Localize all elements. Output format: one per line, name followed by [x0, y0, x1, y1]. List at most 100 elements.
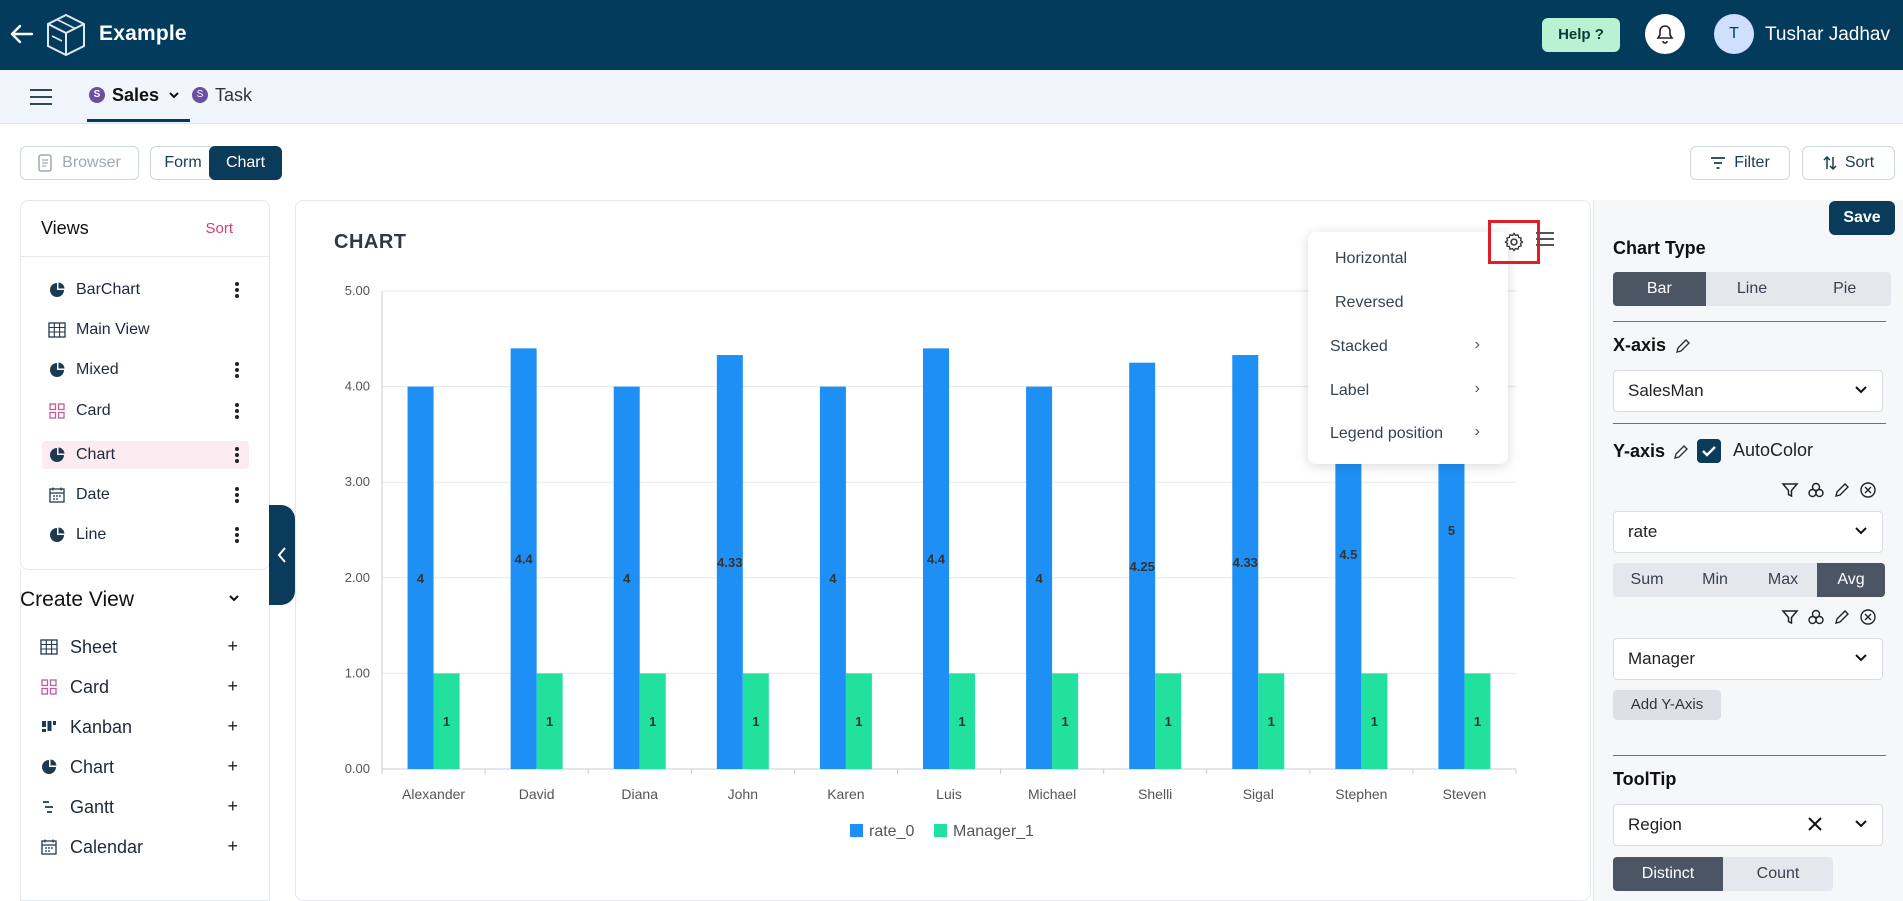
view-item-line[interactable]: Line [42, 521, 249, 549]
browser-button[interactable]: Browser [20, 146, 139, 180]
chart-type-selector: Bar Line Pie [1613, 272, 1891, 306]
chart-menu-icon[interactable] [1536, 232, 1554, 248]
bar-Manager_1-david [536, 673, 563, 769]
pencil-icon[interactable] [1833, 481, 1851, 499]
autocolor-checkbox[interactable] [1697, 439, 1721, 463]
create-kanban-view[interactable]: Kanban + [40, 714, 250, 740]
bar-data-label: 4.33 [1233, 555, 1258, 570]
chart-type-bar[interactable]: Bar [1613, 272, 1706, 306]
menu-item-label[interactable]: Label [1330, 382, 1370, 399]
y-axis-field-select-2[interactable]: Manager [1613, 638, 1883, 680]
avatar[interactable]: T [1714, 14, 1754, 54]
agg-max[interactable]: Max [1767, 571, 1799, 588]
agg-min[interactable]: Min [1702, 571, 1728, 588]
notification-bell-icon[interactable] [1645, 14, 1685, 54]
remove-circle-icon[interactable] [1859, 481, 1877, 499]
pencil-icon[interactable] [1674, 337, 1692, 355]
agg-avg[interactable]: Avg [1817, 563, 1885, 597]
create-card-view[interactable]: Card + [40, 674, 250, 700]
filter-funnel-icon[interactable] [1781, 608, 1799, 626]
view-item-main-view[interactable]: Main View [42, 316, 249, 344]
color-palette-icon[interactable] [1807, 608, 1825, 626]
view-item-date[interactable]: Date [42, 481, 249, 509]
legend-swatch [934, 824, 947, 837]
chart-type-pie[interactable]: Pie [1833, 280, 1857, 297]
menu-item-reversed[interactable]: Reversed [1335, 294, 1404, 311]
divider [1613, 755, 1886, 756]
tab-badge: S [192, 87, 208, 103]
views-sort-link[interactable]: Sort [205, 220, 233, 237]
remove-circle-icon[interactable] [1859, 608, 1877, 626]
tooltip-distinct[interactable]: Distinct [1613, 857, 1723, 891]
bar-data-label: 1 [1371, 714, 1378, 729]
legend-label: Manager_1 [953, 823, 1034, 840]
chart-view-button[interactable]: Chart [209, 146, 282, 180]
create-gantt-view[interactable]: Gantt + [40, 794, 250, 820]
plus-icon[interactable]: + [227, 636, 238, 656]
view-item-barchart[interactable]: BarChart [42, 276, 249, 304]
create-calendar-view[interactable]: Calendar + [40, 834, 250, 860]
y-tick-label: 5.00 [345, 283, 370, 298]
create-sheet-view[interactable]: Sheet + [40, 634, 250, 660]
form-button[interactable]: Form [150, 146, 216, 180]
x-tick-label: Stephen [1335, 786, 1387, 802]
chevron-down-icon[interactable] [226, 590, 242, 606]
view-item-card[interactable]: Card [42, 397, 249, 425]
pencil-icon[interactable] [1672, 443, 1690, 461]
bar-Manager_1-michael [1052, 673, 1079, 769]
clear-x-icon[interactable] [1805, 814, 1825, 834]
view-item-label: Card [76, 402, 111, 419]
plus-icon[interactable]: + [227, 796, 238, 816]
view-item-chart[interactable]: Chart [42, 441, 249, 469]
plus-icon[interactable]: + [227, 836, 238, 856]
filter-button[interactable]: Filter [1690, 146, 1790, 180]
view-item-mixed[interactable]: Mixed [42, 356, 249, 384]
sort-arrows-icon [1823, 155, 1837, 171]
save-button[interactable]: Save [1829, 201, 1895, 235]
bar-data-label: 4.25 [1130, 559, 1155, 574]
create-view-title: Create View [20, 588, 135, 611]
view-item-label: Main View [76, 321, 150, 338]
sort-button[interactable]: Sort [1802, 146, 1895, 180]
tooltip-count[interactable]: Count [1756, 865, 1800, 882]
plus-icon[interactable]: + [227, 756, 238, 776]
bar-data-label: 4 [1035, 571, 1043, 586]
tab-sales[interactable]: S Sales [89, 83, 180, 107]
bar-rate_0-michael [1026, 386, 1053, 769]
bar-data-label: 4.33 [717, 555, 742, 570]
bar-rate_0-diana [613, 386, 640, 769]
plus-icon[interactable]: + [227, 676, 238, 696]
back-arrow-icon[interactable] [8, 20, 40, 50]
add-y-axis-button[interactable]: Add Y-Axis [1613, 690, 1721, 720]
chevron-down-icon[interactable] [168, 90, 180, 100]
more-options-icon[interactable] [235, 403, 239, 419]
filter-funnel-icon[interactable] [1781, 481, 1799, 499]
color-palette-icon[interactable] [1807, 481, 1825, 499]
hamburger-menu-icon[interactable] [30, 86, 52, 106]
y-tick-label: 3.00 [345, 474, 370, 489]
bar-rate_0-sigal [1232, 355, 1259, 769]
plus-icon[interactable]: + [227, 716, 238, 736]
create-chart-view[interactable]: Chart + [40, 754, 250, 780]
y-axis-field-select[interactable]: rate [1613, 511, 1883, 553]
chart-type-line[interactable]: Line [1736, 280, 1768, 297]
collapse-sidebar-button[interactable] [269, 505, 295, 605]
bar-data-label: 4 [829, 571, 837, 586]
more-options-icon[interactable] [235, 282, 239, 298]
pencil-icon[interactable] [1833, 608, 1851, 626]
user-name[interactable]: Tushar Jadhav [1765, 24, 1890, 45]
tooltip-select[interactable]: Region [1613, 804, 1883, 846]
more-options-icon[interactable] [235, 447, 239, 463]
more-options-icon[interactable] [235, 362, 239, 378]
bar-data-label: 1 [958, 714, 965, 729]
more-options-icon[interactable] [235, 527, 239, 543]
menu-item-horizontal[interactable]: Horizontal [1335, 250, 1408, 267]
chart-settings-gear-icon[interactable] [1488, 220, 1540, 264]
menu-item-stacked[interactable]: Stacked [1330, 338, 1388, 355]
menu-item-legend-position[interactable]: Legend position [1330, 425, 1443, 442]
more-options-icon[interactable] [235, 487, 239, 503]
x-axis-select[interactable]: SalesMan [1613, 370, 1883, 412]
help-button[interactable]: Help ? [1542, 18, 1620, 52]
tab-task[interactable]: S Task [192, 83, 252, 107]
agg-sum[interactable]: Sum [1630, 571, 1664, 588]
